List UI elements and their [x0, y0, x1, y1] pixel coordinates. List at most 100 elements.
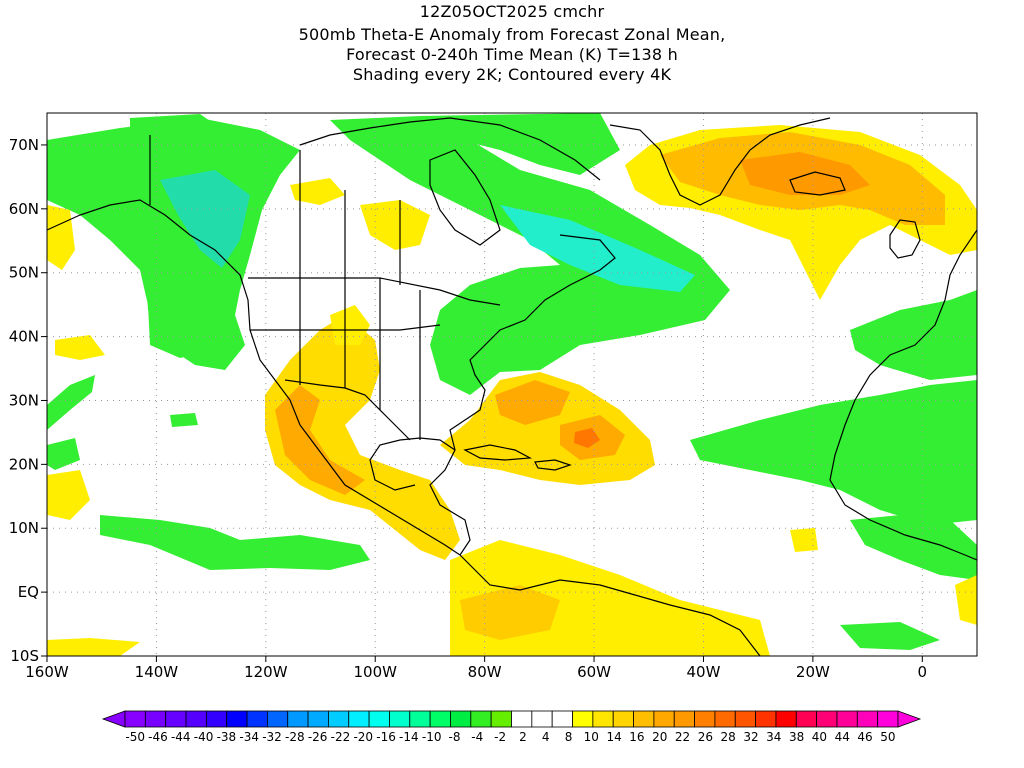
- colorbar-arrow-left: [101, 710, 126, 728]
- colorbar-label: -38: [217, 730, 237, 744]
- colorbar-swatch: [226, 710, 248, 728]
- colorbar-label: -2: [494, 730, 506, 744]
- colorbar-label: 4: [542, 730, 550, 744]
- colorbar-swatch: [511, 710, 533, 728]
- colorbar-swatch: [856, 710, 879, 728]
- colorbar-swatch: [734, 710, 757, 728]
- anomaly-green-atlantic-east: [690, 380, 977, 525]
- coastlines-layer: [47, 117, 977, 656]
- anomaly-yellow-canada-2: [290, 178, 345, 205]
- colorbar-swatch: [653, 710, 675, 728]
- anomaly-green-small-3: [47, 438, 80, 470]
- lon-tick-label: 40W: [687, 663, 721, 681]
- colorbar-swatch: [144, 710, 167, 728]
- anomaly-green-south-atlantic: [840, 622, 940, 650]
- anomaly-orange-mexico: [275, 385, 365, 495]
- title-line-2: 500mb Theta-E Anomaly from Forecast Zona…: [298, 25, 726, 44]
- anomaly-yellow-west-africa: [790, 528, 818, 552]
- shading-layer: [47, 113, 977, 656]
- coast-north-america-east: [429, 234, 616, 556]
- colorbar-label: -14: [399, 730, 419, 744]
- lon-tick-label: 120W: [244, 663, 288, 681]
- coast-arctic-canada: [299, 117, 601, 181]
- title-line-4: Shading every 2K; Contoured every 4K: [352, 65, 672, 84]
- anomaly-yellow-us-west: [330, 305, 370, 345]
- lat-tick-label: 10S: [10, 647, 39, 665]
- colorbar-swatch: [572, 710, 594, 728]
- colorbar-label: 14: [606, 730, 621, 744]
- colorbar-label: 40: [812, 730, 827, 744]
- colorbar-label: -26: [308, 730, 328, 744]
- colorbar-swatch: [775, 710, 797, 728]
- colorbar-swatch: [450, 710, 472, 728]
- colorbar-swatch: [694, 710, 716, 728]
- border-us-canada: [248, 277, 501, 306]
- colorbar-label: -28: [285, 730, 305, 744]
- coast-gulf-of-mexico: [369, 437, 456, 491]
- anomaly-darkorange-iceland: [740, 152, 870, 195]
- colorbar-label: 20: [652, 730, 667, 744]
- coast-cuba: [463, 444, 533, 461]
- border-us-states: [250, 278, 441, 440]
- colorbar-swatch: [185, 710, 207, 728]
- coast-hispaniola: [534, 459, 572, 471]
- colorbar-label: -4: [471, 730, 483, 744]
- colorbar-swatch: [816, 710, 838, 728]
- lon-tick-label: 80W: [468, 663, 502, 681]
- colorbar-label: 16: [629, 730, 644, 744]
- anomaly-green-arctic: [420, 113, 620, 175]
- anomaly-red-atlantic: [574, 428, 600, 448]
- colorbar-swatch: [246, 710, 268, 728]
- colorbar-swatch: [592, 710, 614, 728]
- colorbar-swatch: [287, 710, 309, 728]
- colorbar-label: -10: [422, 730, 442, 744]
- colorbar-label: 8: [565, 730, 573, 744]
- lat-tick-label: 60N: [9, 200, 39, 218]
- colorbar-swatch: [409, 710, 431, 728]
- anomaly-green-small-4: [130, 114, 220, 140]
- colorbar-label: 38: [789, 730, 804, 744]
- colorbar-label: -20: [353, 730, 373, 744]
- colorbar-swatch: [389, 710, 411, 728]
- anomaly-yellow-pacific-3: [47, 638, 140, 656]
- title-line-3: Forecast 0-240h Time Mean (K) T=138 h: [346, 45, 678, 64]
- colorbar-swatch: [836, 710, 858, 728]
- colorbar-label: 32: [743, 730, 758, 744]
- lat-tick-label: EQ: [18, 583, 39, 601]
- coast-british-isles: [889, 219, 921, 259]
- colorbar-swatch: [470, 710, 492, 728]
- lon-tick-label: 0: [918, 663, 928, 681]
- anomaly-yellow-mexico: [265, 315, 460, 560]
- coast-greenland: [609, 117, 831, 206]
- colorbar-swatch: [328, 710, 350, 728]
- anomaly-green-itcz: [100, 515, 370, 570]
- colorbar-arrow-right: [897, 710, 922, 728]
- colorbar-label: -22: [331, 730, 351, 744]
- border-us-mexico: [284, 379, 411, 441]
- colorbar-label: 26: [698, 730, 713, 744]
- colorbar-label: -44: [171, 730, 191, 744]
- title-line-1: 12Z05OCT2025 cmchr: [419, 2, 605, 21]
- map-frame: [46, 112, 978, 657]
- colorbar-label: -8: [448, 730, 460, 744]
- lat-tick-label: 70N: [9, 136, 39, 154]
- lon-tick-label: 160W: [25, 663, 69, 681]
- colorbar-label: -40: [194, 730, 214, 744]
- coast-iceland: [789, 171, 846, 196]
- coast-south-america: [459, 554, 761, 656]
- anomaly-green-africa-north: [850, 290, 977, 380]
- colorbar-swatch: [612, 710, 634, 728]
- colorbar-label: 2: [519, 730, 527, 744]
- colorbar-label: 22: [675, 730, 690, 744]
- colorbar-swatch: [714, 710, 736, 728]
- border-canada-provinces: [299, 150, 401, 285]
- colorbar-label: 50: [880, 730, 895, 744]
- map-gridlines: [47, 113, 977, 656]
- colorbar: -50 -46 -44 -40 -38 -34 -32 -28 -26 -22 -20 -16 -14-…: [101, 710, 922, 744]
- anomaly-yellow-pacific-1: [55, 335, 105, 360]
- lat-tick-label: 20N: [9, 455, 39, 473]
- colorbar-swatch: [531, 710, 553, 728]
- colorbar-label: 34: [766, 730, 781, 744]
- anomaly-cyan-labrador: [500, 205, 695, 292]
